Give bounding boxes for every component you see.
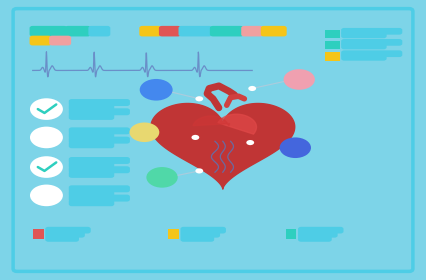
FancyBboxPatch shape: [69, 113, 114, 120]
FancyBboxPatch shape: [88, 26, 110, 36]
Bar: [285, 229, 296, 239]
FancyBboxPatch shape: [69, 137, 130, 144]
FancyBboxPatch shape: [69, 99, 130, 106]
Bar: [33, 229, 44, 239]
FancyBboxPatch shape: [298, 231, 338, 238]
Circle shape: [30, 127, 63, 148]
Polygon shape: [193, 116, 230, 126]
FancyBboxPatch shape: [178, 26, 212, 36]
FancyBboxPatch shape: [69, 195, 130, 202]
FancyBboxPatch shape: [29, 36, 52, 45]
FancyBboxPatch shape: [69, 199, 114, 206]
Circle shape: [246, 140, 254, 145]
Bar: [325, 52, 340, 61]
FancyBboxPatch shape: [69, 132, 114, 139]
Bar: [168, 229, 179, 239]
FancyBboxPatch shape: [29, 26, 67, 36]
FancyBboxPatch shape: [261, 26, 287, 36]
FancyBboxPatch shape: [69, 141, 114, 148]
Circle shape: [130, 122, 159, 142]
FancyBboxPatch shape: [341, 54, 387, 61]
Circle shape: [248, 86, 256, 91]
FancyBboxPatch shape: [69, 190, 114, 197]
FancyBboxPatch shape: [45, 235, 79, 242]
FancyBboxPatch shape: [69, 166, 130, 173]
FancyBboxPatch shape: [341, 39, 402, 46]
Circle shape: [191, 135, 199, 140]
FancyBboxPatch shape: [139, 26, 161, 36]
Circle shape: [196, 168, 203, 174]
FancyBboxPatch shape: [159, 26, 181, 36]
Bar: [325, 30, 340, 38]
FancyBboxPatch shape: [341, 43, 387, 49]
Bar: [325, 41, 340, 49]
FancyBboxPatch shape: [341, 32, 387, 38]
Circle shape: [30, 156, 63, 178]
FancyBboxPatch shape: [69, 157, 130, 164]
Polygon shape: [151, 104, 295, 189]
FancyBboxPatch shape: [298, 227, 343, 234]
FancyBboxPatch shape: [241, 26, 263, 36]
Circle shape: [279, 137, 311, 158]
FancyBboxPatch shape: [69, 185, 130, 192]
FancyBboxPatch shape: [45, 231, 85, 238]
FancyBboxPatch shape: [69, 108, 130, 115]
FancyBboxPatch shape: [210, 26, 244, 36]
FancyBboxPatch shape: [181, 227, 226, 234]
Circle shape: [147, 167, 178, 188]
FancyBboxPatch shape: [181, 231, 220, 238]
FancyBboxPatch shape: [298, 235, 332, 242]
Circle shape: [196, 96, 203, 101]
Polygon shape: [218, 114, 256, 134]
FancyBboxPatch shape: [65, 26, 91, 36]
FancyBboxPatch shape: [45, 227, 91, 234]
FancyBboxPatch shape: [69, 104, 114, 111]
FancyBboxPatch shape: [181, 235, 214, 242]
FancyBboxPatch shape: [69, 127, 130, 134]
FancyBboxPatch shape: [341, 50, 402, 57]
FancyBboxPatch shape: [341, 28, 402, 35]
Circle shape: [30, 185, 63, 206]
FancyBboxPatch shape: [69, 162, 114, 169]
Circle shape: [140, 79, 173, 101]
FancyBboxPatch shape: [49, 36, 71, 45]
FancyBboxPatch shape: [69, 171, 114, 178]
Circle shape: [284, 69, 315, 90]
Circle shape: [30, 98, 63, 120]
